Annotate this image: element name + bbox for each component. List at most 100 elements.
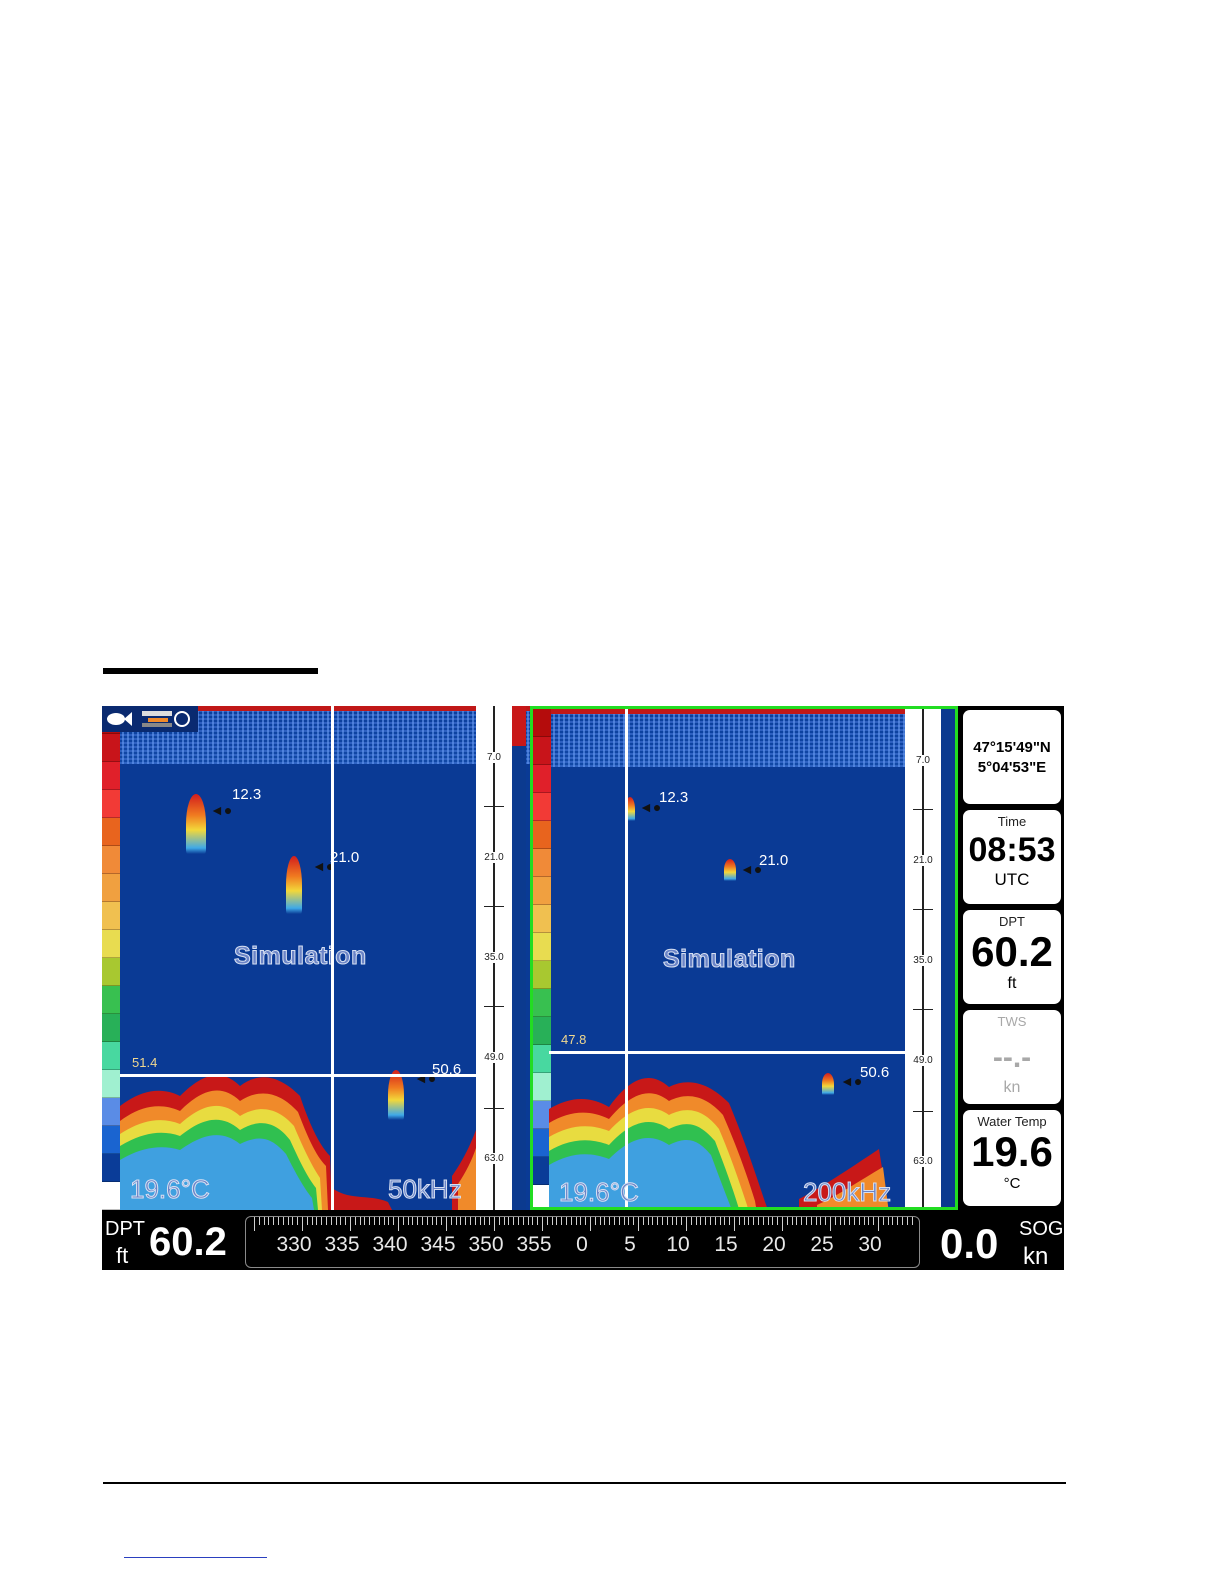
heading-tick bbox=[633, 1217, 635, 1225]
fish-target-icon: ◄● bbox=[312, 858, 335, 874]
heading-label: 330 bbox=[276, 1233, 312, 1256]
tws-box[interactable]: TWS --.- kn bbox=[963, 1010, 1061, 1104]
heading-tick bbox=[498, 1217, 500, 1225]
fish-target-icon: ◄● bbox=[740, 861, 763, 877]
range-label: 49.0 bbox=[905, 1055, 941, 1066]
heading-tape[interactable]: 330 335 340 345 350 355 0 5 10 15 20 25 30 bbox=[245, 1216, 920, 1268]
vertical-cursor[interactable] bbox=[331, 706, 334, 1210]
heading-label: 10 bbox=[666, 1233, 690, 1256]
heading-tick bbox=[729, 1217, 731, 1225]
heading-tick bbox=[676, 1217, 678, 1225]
fish-target-icon: ◄● bbox=[639, 799, 662, 815]
heading-tick bbox=[494, 1217, 495, 1231]
bottom-echo bbox=[549, 1078, 889, 1207]
heading-tick bbox=[863, 1217, 865, 1225]
heading-tick bbox=[791, 1217, 793, 1225]
heading-tick bbox=[258, 1217, 260, 1225]
heading-tick bbox=[647, 1217, 649, 1225]
water-temp-overlay: 19.6°C bbox=[559, 1177, 640, 1208]
position-box[interactable]: 47°15'49"N 5°04'53"E bbox=[963, 710, 1061, 804]
heading-tick bbox=[671, 1217, 673, 1225]
heading-tick bbox=[321, 1217, 323, 1225]
sonar-panel-50khz[interactable]: ◄● 12.3 ◄● 21.0 ◄● 50.6 Simulation 51.4 … bbox=[102, 706, 530, 1210]
heading-tick bbox=[777, 1217, 779, 1225]
heading-tick bbox=[465, 1217, 467, 1225]
heading-tick bbox=[878, 1217, 879, 1231]
heading-tick bbox=[700, 1217, 702, 1225]
fish-arch bbox=[286, 856, 302, 914]
heading-tick bbox=[911, 1217, 913, 1225]
color-scale-swatch bbox=[533, 737, 551, 765]
depth-box[interactable]: DPT 60.2 ft bbox=[963, 910, 1061, 1004]
sog-label: SOG bbox=[1019, 1218, 1064, 1240]
color-scale-swatch bbox=[533, 821, 551, 849]
time-title: Time bbox=[997, 814, 1027, 829]
sonar-panel-200khz[interactable]: ◄● 12.3 ◄● 21.0 ◄● 50.6 Simulation 47.8 … bbox=[530, 706, 958, 1210]
heading-tick bbox=[604, 1217, 606, 1225]
heading-tick bbox=[628, 1217, 630, 1225]
color-scale-swatch bbox=[102, 902, 120, 930]
heading-label: 15 bbox=[714, 1233, 738, 1256]
heading-tick bbox=[287, 1217, 289, 1225]
heading-tick bbox=[374, 1217, 375, 1225]
color-scale-swatch bbox=[533, 1017, 551, 1045]
heading-tick bbox=[561, 1217, 563, 1225]
tws-value: --.- bbox=[992, 1041, 1032, 1074]
target-depth-label: 50.6 bbox=[432, 1061, 462, 1078]
depth-cursor[interactable] bbox=[120, 1074, 476, 1077]
sonar-fish-icon[interactable] bbox=[102, 706, 198, 732]
heading-tick bbox=[638, 1217, 639, 1231]
dpt-title: DPT bbox=[999, 914, 1025, 929]
heading-tick bbox=[705, 1217, 707, 1225]
heading-tick bbox=[412, 1217, 414, 1225]
fish-arch bbox=[822, 1073, 834, 1095]
depth-cursor-value: 47.8 bbox=[561, 1032, 587, 1047]
heading-tick bbox=[474, 1217, 476, 1225]
simulation-watermark: Simulation bbox=[234, 942, 367, 971]
depth-cursor[interactable] bbox=[549, 1051, 905, 1054]
heading-tick bbox=[892, 1217, 894, 1225]
heading-tick bbox=[666, 1217, 668, 1225]
heading-tick bbox=[614, 1217, 615, 1225]
heading-tick bbox=[302, 1217, 303, 1231]
heading-tick bbox=[796, 1217, 798, 1225]
heading-label: 20 bbox=[762, 1233, 786, 1256]
heading-tick bbox=[753, 1217, 755, 1225]
vertical-cursor[interactable] bbox=[625, 709, 628, 1207]
heading-tick bbox=[566, 1217, 567, 1225]
heading-tick bbox=[364, 1217, 366, 1225]
color-scale-swatch bbox=[533, 849, 551, 877]
heading-tick bbox=[513, 1217, 515, 1225]
heading-tick bbox=[642, 1217, 644, 1225]
heading-tick bbox=[551, 1217, 553, 1225]
surface-band bbox=[533, 709, 955, 714]
heading-tick bbox=[426, 1217, 428, 1225]
heading-tick bbox=[743, 1217, 745, 1225]
color-scale-swatch bbox=[102, 958, 120, 986]
depth-cursor-value: 51.4 bbox=[132, 1055, 158, 1070]
heading-tick bbox=[599, 1217, 601, 1225]
color-scale-swatch bbox=[102, 790, 120, 818]
surface-band bbox=[102, 706, 530, 711]
water-temp-box[interactable]: Water Temp 19.6 °C bbox=[963, 1110, 1061, 1206]
heading-tick bbox=[369, 1217, 371, 1225]
heading-tick bbox=[335, 1217, 337, 1225]
heading-tick bbox=[522, 1217, 524, 1225]
heading-tick bbox=[868, 1217, 870, 1225]
heading-label: 25 bbox=[810, 1233, 834, 1256]
frequency-label: 200kHz bbox=[802, 1177, 892, 1208]
heading-label: 355 bbox=[516, 1233, 552, 1256]
heading-tick bbox=[594, 1217, 596, 1225]
heading-tick bbox=[590, 1217, 591, 1231]
time-unit: UTC bbox=[994, 870, 1030, 889]
water-temp-unit: °C bbox=[1003, 1175, 1021, 1192]
color-scale-swatch bbox=[102, 818, 120, 846]
water-temp-title: Water Temp bbox=[977, 1114, 1047, 1129]
dpt-value: 60.2 bbox=[971, 928, 1053, 975]
color-scale-swatch bbox=[102, 846, 120, 874]
heading-tick bbox=[734, 1217, 735, 1231]
time-box[interactable]: Time 08:53 UTC bbox=[963, 810, 1061, 904]
longitude: 5°04'53"E bbox=[977, 759, 1047, 776]
color-scale-swatch bbox=[533, 877, 551, 905]
heading-tick bbox=[575, 1217, 577, 1225]
